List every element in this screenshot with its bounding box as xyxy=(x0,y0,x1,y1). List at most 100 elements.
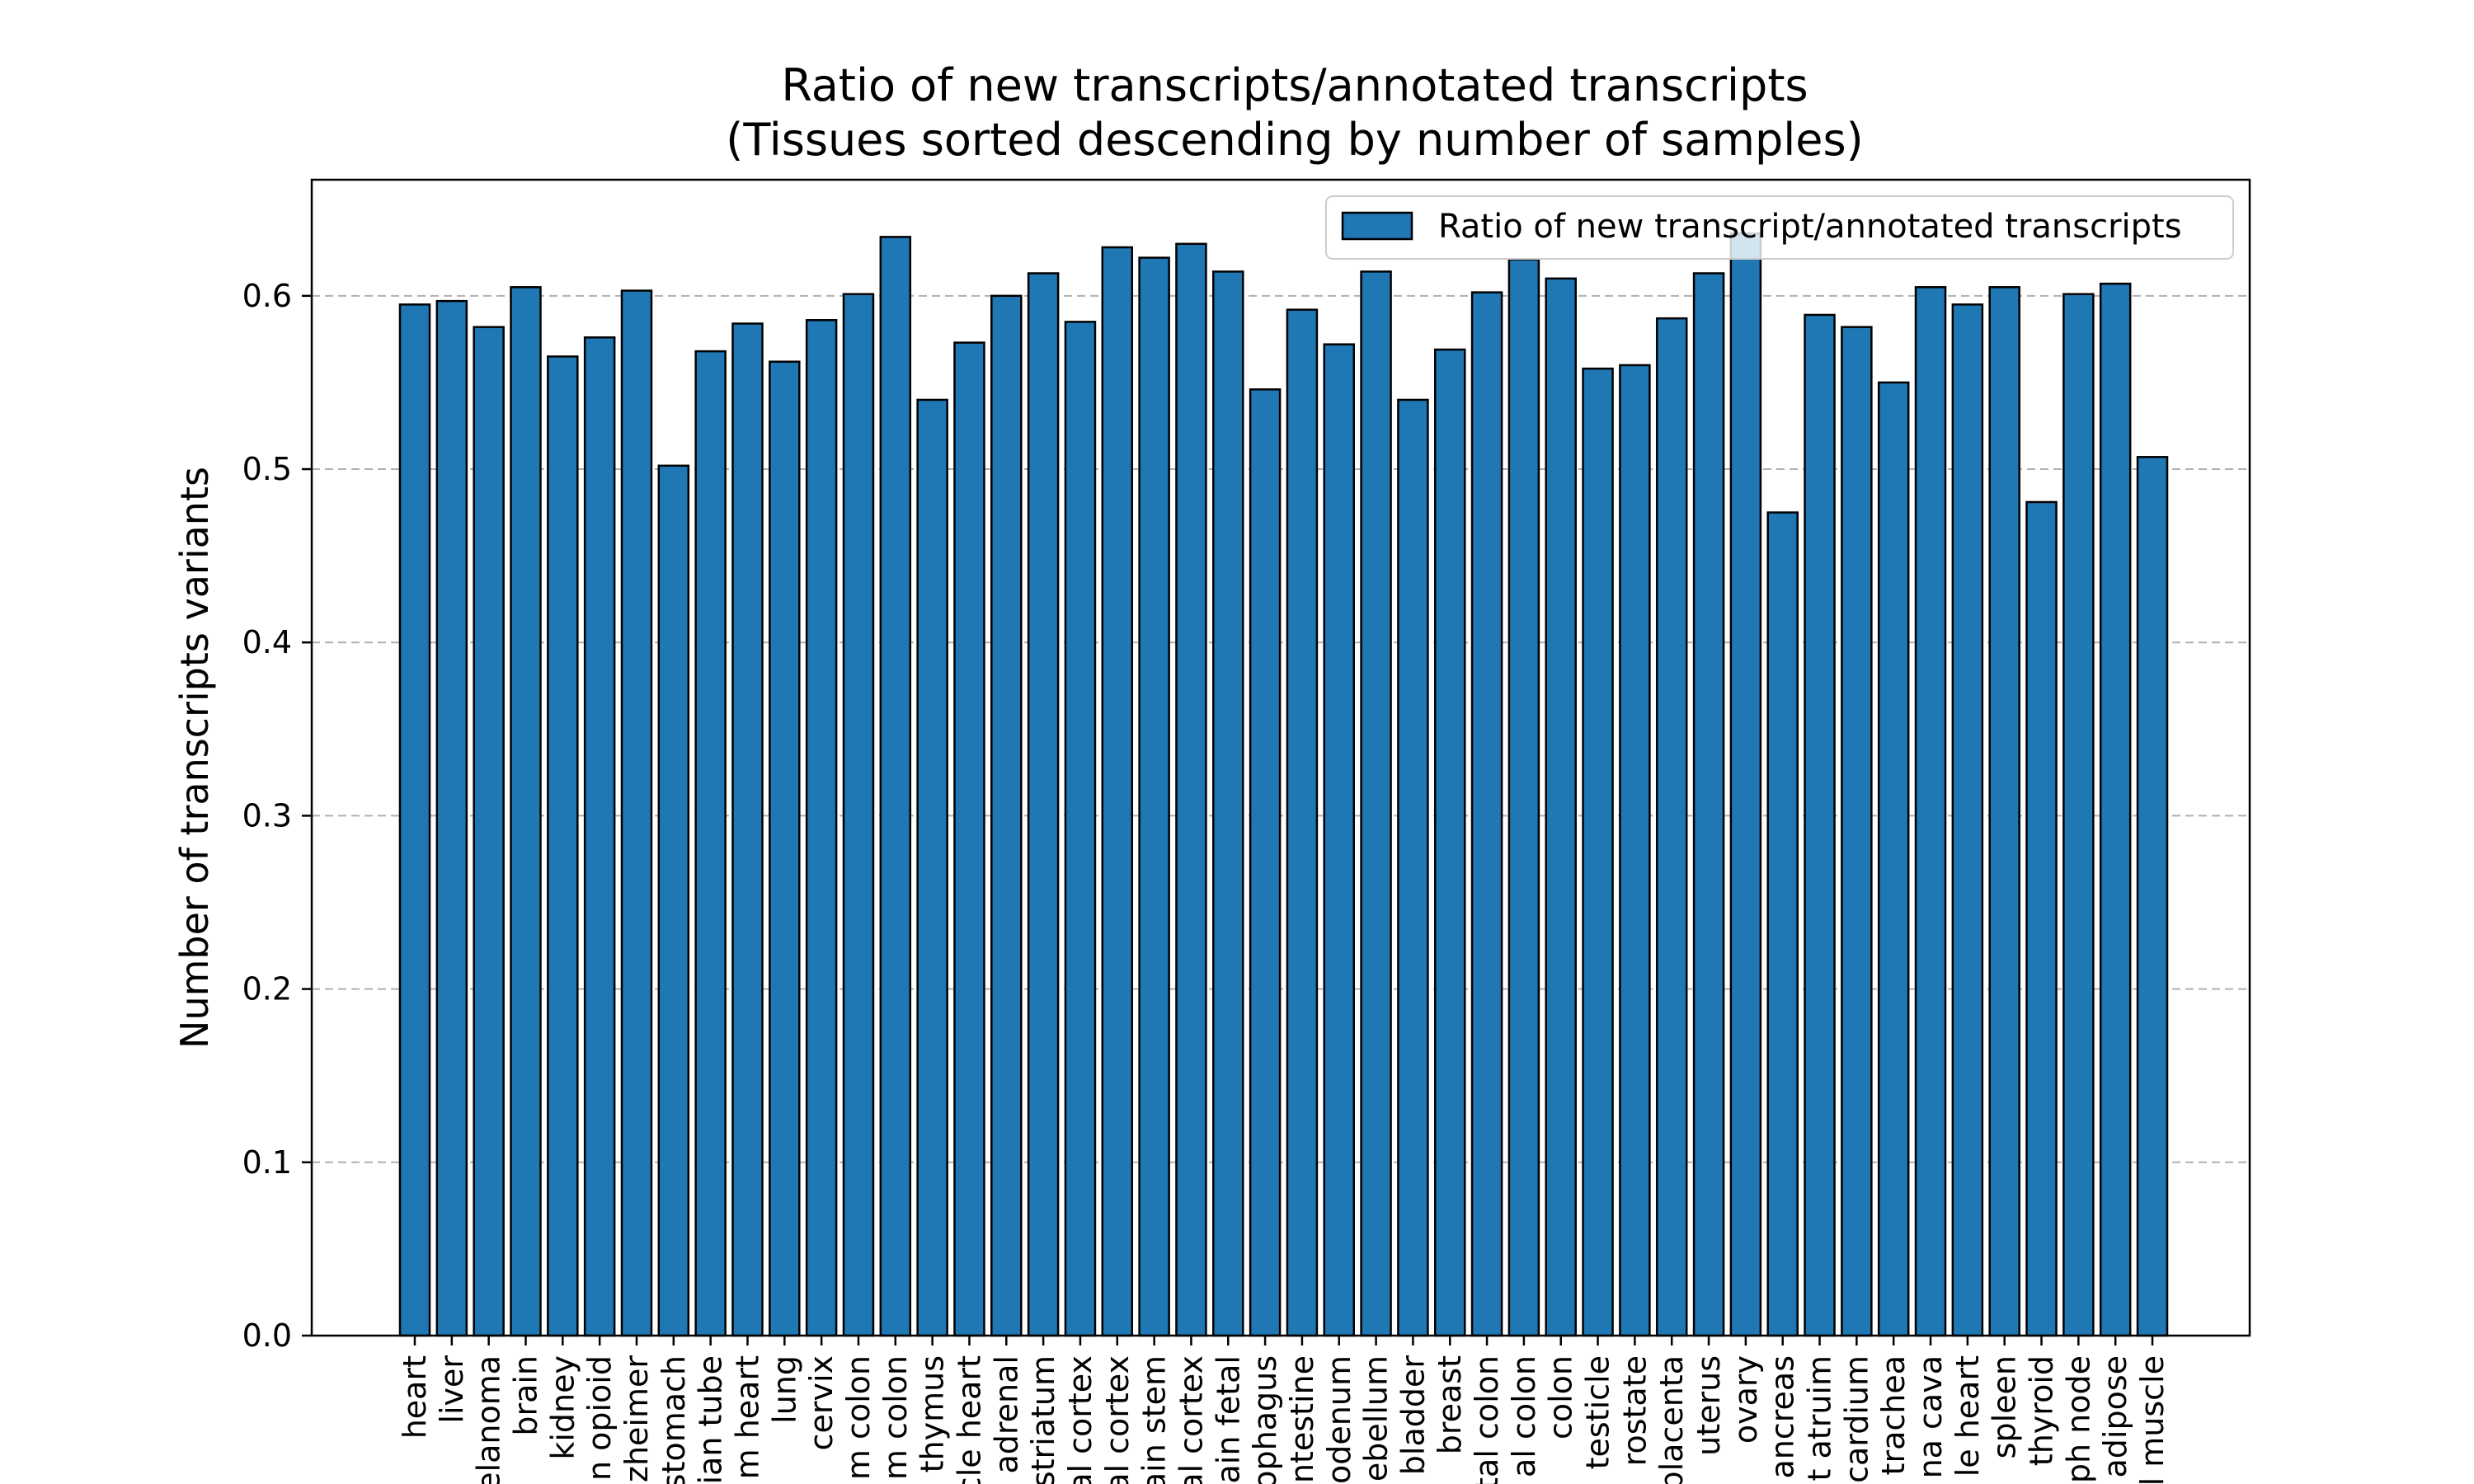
bar xyxy=(1138,256,1170,1337)
x-tick-label: breast xyxy=(1432,1355,1468,1454)
x-tick-label: zheimer xyxy=(618,1355,655,1482)
x-tick-label: uterus xyxy=(1691,1355,1727,1456)
bar xyxy=(1988,286,2020,1337)
bar xyxy=(1951,303,1984,1337)
x-tick-label: odenum xyxy=(1321,1355,1357,1484)
y-tick-label: 0.4 xyxy=(242,624,292,660)
x-tick-label: kidney xyxy=(544,1355,581,1460)
y-tick-label: 0.5 xyxy=(242,451,292,487)
x-tick-label: al cortex xyxy=(1062,1355,1098,1484)
x-tick-label: colon xyxy=(1543,1355,1579,1439)
bar xyxy=(547,355,579,1337)
x-tick-label: le heart xyxy=(1950,1355,1986,1477)
legend-box xyxy=(1325,195,2234,260)
x-tick-label: adrenal xyxy=(988,1355,1024,1474)
x-tick-label: elanoma xyxy=(471,1355,507,1484)
bar xyxy=(1212,270,1244,1337)
x-tick-label: m heart xyxy=(729,1355,765,1479)
x-tick-label: cardium xyxy=(1838,1355,1874,1483)
bar xyxy=(1692,272,1725,1337)
bar xyxy=(1360,270,1392,1337)
bar xyxy=(620,289,653,1337)
x-tick-label: t atruim xyxy=(1802,1355,1838,1481)
bar xyxy=(1804,313,1836,1337)
x-axis: heart liver elanoma brain kidney n opioid zhei… xyxy=(397,1336,2171,1484)
x-tick-label: adipose xyxy=(2097,1355,2133,1478)
x-tick-label: cle heart xyxy=(951,1355,987,1484)
bar xyxy=(435,299,468,1337)
bar xyxy=(583,336,616,1337)
x-tick-label: ain fetal xyxy=(1210,1355,1246,1484)
x-tick-label: m colon xyxy=(877,1355,914,1480)
chart-subtitle: (Tissues sorted descending by number of … xyxy=(726,114,1863,166)
x-tick-label: bladder xyxy=(1395,1355,1431,1476)
chart-title: Ratio of new transcripts/annotated trans… xyxy=(781,59,1808,111)
bars xyxy=(398,232,2169,1337)
bar xyxy=(1433,348,1466,1337)
x-tick-label: testicle xyxy=(1580,1355,1616,1469)
y-tick-label: 0.0 xyxy=(242,1317,292,1354)
bar xyxy=(1841,326,1873,1337)
bar xyxy=(1582,367,1614,1337)
bar xyxy=(1877,381,1910,1337)
bar xyxy=(2025,500,2058,1337)
bar xyxy=(731,322,764,1337)
bar xyxy=(473,326,505,1337)
x-tick-label: tal colon xyxy=(1469,1355,1505,1484)
x-tick-label: placenta xyxy=(1653,1355,1690,1484)
x-tick-label: heart xyxy=(397,1355,433,1439)
y-tick-label: 0.2 xyxy=(242,971,292,1007)
bar xyxy=(1766,511,1799,1337)
x-tick-label: thymus xyxy=(915,1355,951,1472)
bar xyxy=(2099,282,2132,1337)
bar xyxy=(1470,291,1503,1337)
legend-swatch xyxy=(1341,211,1413,241)
x-tick-label: al colon xyxy=(1506,1355,1542,1477)
bar xyxy=(916,398,948,1337)
bar xyxy=(1619,364,1651,1337)
x-tick-label: n opioid xyxy=(581,1355,618,1481)
y-tick-label: 0.6 xyxy=(242,278,292,314)
y-tick-label: 0.3 xyxy=(242,797,292,834)
x-tick-label: al cortex xyxy=(1173,1355,1209,1484)
bar xyxy=(1249,388,1282,1337)
x-tick-label: cervix xyxy=(803,1355,840,1450)
bar xyxy=(2062,293,2095,1337)
bar xyxy=(1286,308,1319,1337)
bar xyxy=(398,303,431,1337)
x-tick-label: brain xyxy=(507,1355,543,1436)
x-tick-label: trachea xyxy=(1875,1355,1912,1475)
bar xyxy=(805,319,838,1337)
bar xyxy=(1545,277,1577,1337)
bar xyxy=(1914,286,1947,1337)
bar xyxy=(1655,317,1688,1337)
bar xyxy=(510,286,542,1337)
bar xyxy=(1323,343,1355,1337)
x-tick-label: ian tube xyxy=(693,1355,729,1484)
bar xyxy=(1175,242,1207,1337)
bar xyxy=(1064,321,1097,1337)
bar xyxy=(1101,246,1134,1337)
x-tick-label: na cava xyxy=(1912,1355,1949,1478)
bar xyxy=(769,360,801,1337)
bar xyxy=(694,350,727,1337)
x-tick-label: spleen xyxy=(1987,1355,2023,1458)
bar xyxy=(842,293,875,1337)
x-tick-label: liver xyxy=(434,1355,470,1424)
bar xyxy=(953,341,985,1337)
bar xyxy=(990,294,1023,1337)
x-tick-label: ovary xyxy=(1728,1355,1764,1444)
y-axis-label: Number of transcripts variants xyxy=(172,467,217,1049)
bar xyxy=(879,236,912,1337)
legend-label: Ratio of new transcript/annotated transc… xyxy=(1438,208,2182,246)
x-tick-label: ntestine xyxy=(1284,1355,1320,1483)
plot-area-frame xyxy=(310,178,2251,1337)
bar xyxy=(2136,456,2169,1337)
legend: Ratio of new transcript/annotated transc… xyxy=(1325,195,2234,260)
x-tick-label: ain stem xyxy=(1136,1355,1173,1484)
x-tick-label: stomach xyxy=(656,1355,692,1484)
y-tick-label: 0.1 xyxy=(242,1144,292,1181)
x-tick-label: lung xyxy=(766,1355,802,1424)
x-tick-label: ph node xyxy=(2060,1355,2096,1483)
